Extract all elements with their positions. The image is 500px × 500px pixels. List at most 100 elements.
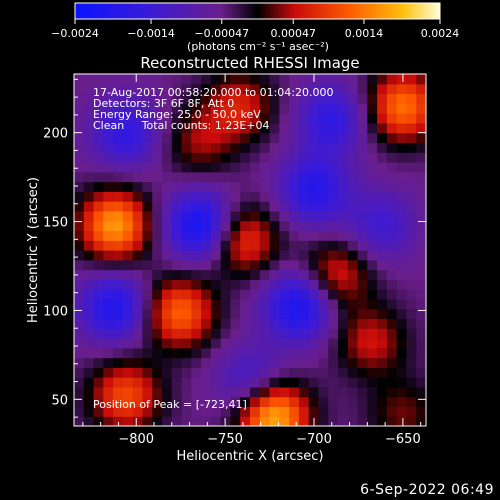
- plot-frame: [73, 73, 427, 427]
- heatmap-cell: [142, 259, 153, 271]
- heatmap-cell: [93, 181, 104, 192]
- heatmap-cell: [318, 386, 329, 398]
- heatmap-cell: [406, 269, 417, 280]
- heatmap-cell: [367, 191, 378, 202]
- heatmap-cell: [298, 171, 310, 183]
- heatmap-cell: [318, 328, 329, 339]
- heatmap-cell: [201, 250, 212, 261]
- heatmap-cell: [122, 93, 134, 104]
- heatmap-cell: [367, 338, 378, 349]
- heatmap-cell: [93, 220, 104, 232]
- heatmap-cell: [201, 171, 212, 183]
- colorbar-tick-label: 0.00047: [270, 27, 316, 40]
- heatmap-cell: [289, 103, 300, 114]
- heatmap-cell: [416, 113, 426, 124]
- heatmap-cell: [152, 74, 163, 85]
- heatmap-cell: [220, 279, 232, 290]
- heatmap-cell: [191, 406, 202, 417]
- heatmap-cell: [338, 289, 349, 300]
- heatmap-cell: [357, 250, 368, 261]
- heatmap-cell: [338, 308, 349, 320]
- y-tick-label: 100: [43, 304, 68, 319]
- heatmap-cell: [74, 396, 85, 408]
- heatmap-cell: [357, 289, 368, 300]
- heatmap-cell: [230, 396, 241, 408]
- heatmap-cell: [142, 210, 153, 222]
- heatmap-cell: [279, 230, 290, 241]
- heatmap-cell: [142, 377, 153, 388]
- heatmap-cell: [328, 298, 339, 310]
- heatmap-cell: [298, 113, 310, 124]
- heatmap-cell: [416, 416, 426, 426]
- heatmap-cell: [83, 289, 95, 300]
- heatmap-cell: [318, 152, 329, 163]
- heatmap-cell: [201, 269, 212, 280]
- heatmap-cell: [152, 279, 163, 290]
- heatmap-cell: [357, 210, 368, 222]
- heatmap-cell: [142, 357, 153, 368]
- heatmap-cell: [416, 162, 426, 173]
- heatmap-cell: [210, 416, 222, 426]
- heatmap-cell: [93, 83, 104, 95]
- heatmap-cell: [367, 416, 378, 426]
- heatmap-cell: [230, 318, 241, 329]
- heatmap-cell: [122, 250, 134, 261]
- heatmap-cell: [298, 386, 310, 398]
- heatmap-cell: [357, 279, 368, 290]
- heatmap-cell: [250, 171, 261, 183]
- heatmap-cell: [103, 113, 114, 124]
- heatmap-cell: [318, 416, 329, 426]
- heatmap-cell: [357, 201, 368, 212]
- heatmap-cell: [269, 386, 280, 398]
- heatmap-cell: [191, 347, 202, 359]
- heatmap-cell: [122, 74, 134, 85]
- heatmap-cell: [250, 181, 261, 192]
- heatmap-cell: [269, 259, 280, 271]
- heatmap-cell: [279, 338, 290, 349]
- heatmap-cell: [347, 240, 359, 251]
- heatmap-cell: [279, 367, 290, 378]
- heatmap-cell: [230, 298, 241, 310]
- heatmap-cell: [74, 93, 85, 104]
- heatmap-cell: [298, 308, 310, 320]
- heatmap-cell: [279, 103, 290, 114]
- heatmap-cell: [250, 230, 261, 241]
- heatmap-cell: [83, 269, 95, 280]
- heatmap-cell: [122, 367, 134, 378]
- heatmap-cell: [367, 357, 378, 368]
- heatmap-cell: [250, 74, 261, 85]
- heatmap-cell: [181, 386, 192, 398]
- heatmap-cell: [406, 113, 417, 124]
- heatmap-cell: [152, 191, 163, 202]
- heatmap-cell: [113, 259, 124, 271]
- heatmap-cell: [328, 142, 339, 153]
- annotation-time-range: 17-Aug-2017 00:58:20.000 to 01:04:20.000: [93, 86, 334, 99]
- heatmap-cell: [113, 171, 124, 183]
- heatmap-cell: [201, 259, 212, 271]
- heatmap-cell: [103, 347, 114, 359]
- heatmap-cell: [250, 220, 261, 232]
- heatmap-cell: [210, 328, 222, 339]
- heatmap-cell: [259, 181, 271, 192]
- heatmap-cell: [220, 406, 232, 417]
- heatmap-cell: [171, 230, 183, 241]
- heatmap-cell: [103, 103, 114, 114]
- heatmap-cell: [338, 377, 349, 388]
- heatmap-cell: [220, 220, 232, 232]
- heatmap-cell: [103, 122, 114, 134]
- heatmap-cell: [93, 113, 104, 124]
- heatmap-cell: [357, 220, 368, 232]
- heatmap-cell: [396, 181, 408, 192]
- heatmap-cell: [357, 83, 368, 95]
- heatmap-cell: [338, 328, 349, 339]
- heatmap-cell: [171, 367, 183, 378]
- heatmap-cell: [220, 240, 232, 251]
- heatmap-cell: [259, 269, 271, 280]
- heatmap-cell: [416, 210, 426, 222]
- heatmap-cell: [377, 377, 388, 388]
- heatmap-cell: [230, 377, 241, 388]
- heatmap-cell: [162, 74, 173, 85]
- heatmap-cell: [103, 396, 114, 408]
- heatmap-cell: [152, 377, 163, 388]
- heatmap-cell: [240, 240, 251, 251]
